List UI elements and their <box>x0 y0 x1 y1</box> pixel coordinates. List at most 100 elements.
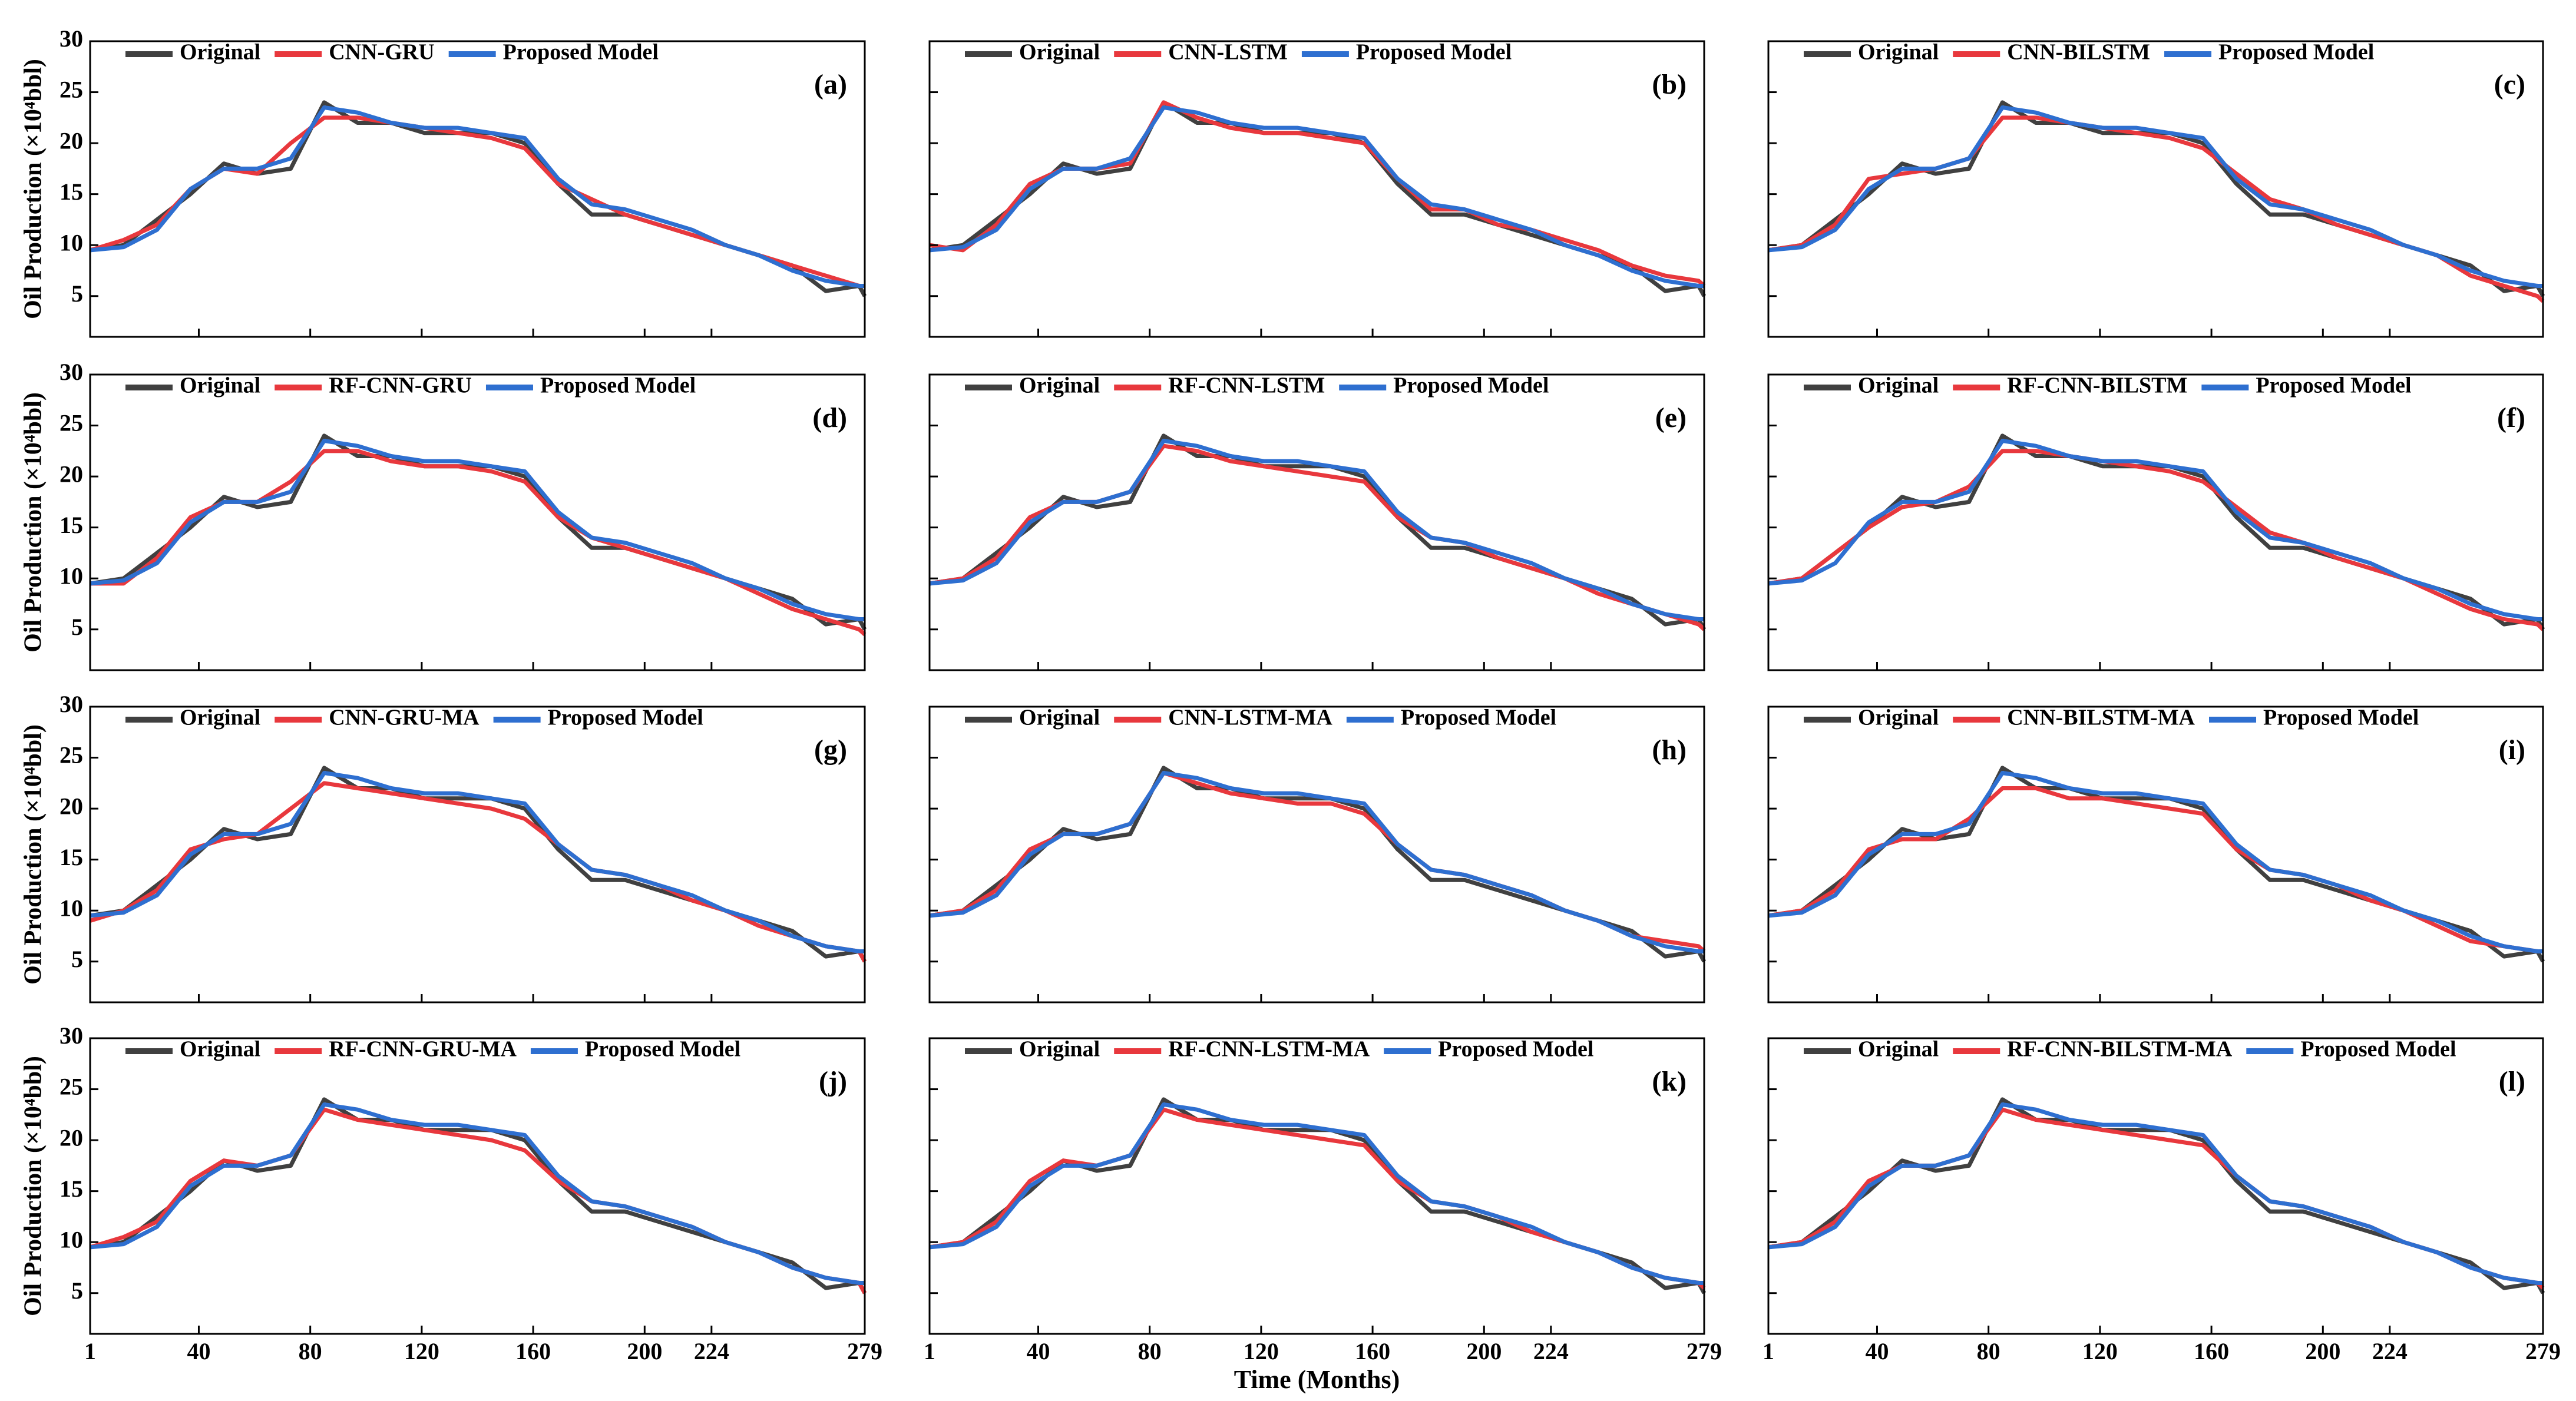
series-line <box>929 771 1704 953</box>
x-tick-label: 40 <box>1026 1338 1050 1364</box>
panel-label: (b) <box>1652 69 1687 100</box>
series-line <box>929 105 1704 288</box>
y-tick-label: 25 <box>59 77 83 103</box>
legend-label: Original <box>1019 706 1100 730</box>
y-axis-label: Oil Production (×10⁴bbl) <box>20 1056 47 1316</box>
x-tick-label: 160 <box>2194 1338 2229 1364</box>
legend-label: Original <box>1858 1037 1939 1062</box>
x-tick-label: 160 <box>515 1338 551 1364</box>
panel-label: (l) <box>2499 1066 2525 1097</box>
legend-label: Proposed Model <box>1393 373 1549 398</box>
legend-label: CNN-GRU <box>329 40 434 65</box>
y-tick-label: 5 <box>71 280 83 307</box>
x-tick-label: 200 <box>1466 1338 1502 1364</box>
series-line <box>1768 105 2543 288</box>
x-tick-label: 80 <box>299 1338 322 1364</box>
x-tick-label: 279 <box>847 1338 882 1364</box>
series-line <box>929 1107 1706 1290</box>
y-tick-label: 20 <box>59 127 83 154</box>
panel-label: (i) <box>2499 734 2525 766</box>
plot-frame <box>928 373 1705 671</box>
legend-label: CNN-GRU-MA <box>329 706 480 730</box>
series-line <box>89 1107 867 1294</box>
legend-label: Proposed Model <box>1356 40 1512 65</box>
y-axis-label: Oil Production (×10⁴bbl) <box>20 392 47 653</box>
series-line <box>90 771 865 953</box>
plot-frame <box>928 1037 1705 1335</box>
series-line <box>1768 439 2543 621</box>
y-axis-label: Oil Production (×10⁴bbl) <box>20 59 47 319</box>
y-tick-label: 30 <box>59 25 83 52</box>
y-tick-label: 30 <box>59 1022 83 1049</box>
plot-frame <box>89 706 866 1003</box>
legend-label: Original <box>1019 1037 1100 1062</box>
y-axis-label: Oil Production (×10⁴bbl) <box>20 724 47 985</box>
series-line <box>89 115 865 288</box>
series-line <box>1768 771 2543 953</box>
plot-frame <box>928 40 1705 338</box>
x-tick-label: 224 <box>1533 1338 1569 1364</box>
y-tick-label: 30 <box>59 691 83 717</box>
legend-label: Original <box>1858 373 1939 398</box>
legend-label: Proposed Model <box>2256 373 2411 398</box>
x-tick-label: 120 <box>404 1338 439 1364</box>
panel-label: (h) <box>1652 734 1687 766</box>
y-tick-label: 20 <box>59 793 83 819</box>
series-line <box>90 449 867 636</box>
legend-label: RF-CNN-BILSTM <box>2007 373 2187 398</box>
panel-label: (g) <box>814 734 847 766</box>
legend-label: Original <box>1019 40 1100 65</box>
x-tick-label: 160 <box>1355 1338 1390 1364</box>
legend-label: CNN-BILSTM <box>2007 40 2150 65</box>
x-tick-label: 279 <box>1687 1338 1722 1364</box>
legend-label: Original <box>180 40 260 65</box>
y-tick-label: 25 <box>59 742 83 769</box>
y-tick-label: 15 <box>59 1175 83 1202</box>
legend-label: Proposed Model <box>503 40 659 65</box>
legend-label: Proposed Model <box>585 1037 740 1062</box>
x-tick-label: 40 <box>1865 1338 1889 1364</box>
x-axis-label: Time (Months) <box>1234 1365 1400 1394</box>
plot-frame <box>1767 706 2544 1003</box>
x-tick-label: 224 <box>694 1338 729 1364</box>
legend-label: RF-CNN-BILSTM-MA <box>2007 1037 2233 1062</box>
y-tick-label: 5 <box>71 614 83 640</box>
legend-label: CNN-BILSTM-MA <box>2007 706 2195 730</box>
x-tick-label: 200 <box>627 1338 662 1364</box>
plot-frame <box>89 1037 866 1335</box>
legend-label: Original <box>180 373 260 398</box>
panel-label: (c) <box>2494 69 2525 100</box>
series-line <box>90 1102 865 1285</box>
y-tick-label: 20 <box>59 461 83 487</box>
legend-label: Proposed Model <box>548 706 703 730</box>
y-tick-label: 10 <box>59 562 83 589</box>
legend-label: Proposed Model <box>2300 1037 2456 1062</box>
series-line <box>90 439 865 621</box>
series-line <box>1768 449 2545 631</box>
series-line <box>929 443 1706 631</box>
y-tick-label: 15 <box>59 178 83 205</box>
x-tick-label: 120 <box>1244 1338 1279 1364</box>
y-tick-label: 5 <box>71 946 83 972</box>
series-line <box>929 1102 1704 1285</box>
legend-label: RF-CNN-GRU <box>329 373 472 398</box>
series-line <box>1768 786 2543 953</box>
y-tick-label: 10 <box>59 1226 83 1253</box>
x-tick-label: 1 <box>84 1338 96 1364</box>
legend-label: Proposed Model <box>2218 40 2374 65</box>
x-tick-label: 120 <box>2082 1338 2118 1364</box>
y-tick-label: 20 <box>59 1124 83 1151</box>
panel-label: (e) <box>1655 402 1687 433</box>
legend-label: Proposed Model <box>1401 706 1556 730</box>
plot-frame <box>1767 373 2544 671</box>
x-tick-label: 279 <box>2525 1338 2561 1364</box>
y-tick-label: 10 <box>59 229 83 256</box>
y-tick-label: 10 <box>59 895 83 921</box>
series-line <box>1768 115 2545 303</box>
panel-label: (k) <box>1652 1066 1687 1097</box>
legend-label: Original <box>180 1037 260 1062</box>
series-line <box>929 439 1704 621</box>
plot-frame <box>89 40 866 338</box>
y-tick-label: 25 <box>59 1074 83 1100</box>
